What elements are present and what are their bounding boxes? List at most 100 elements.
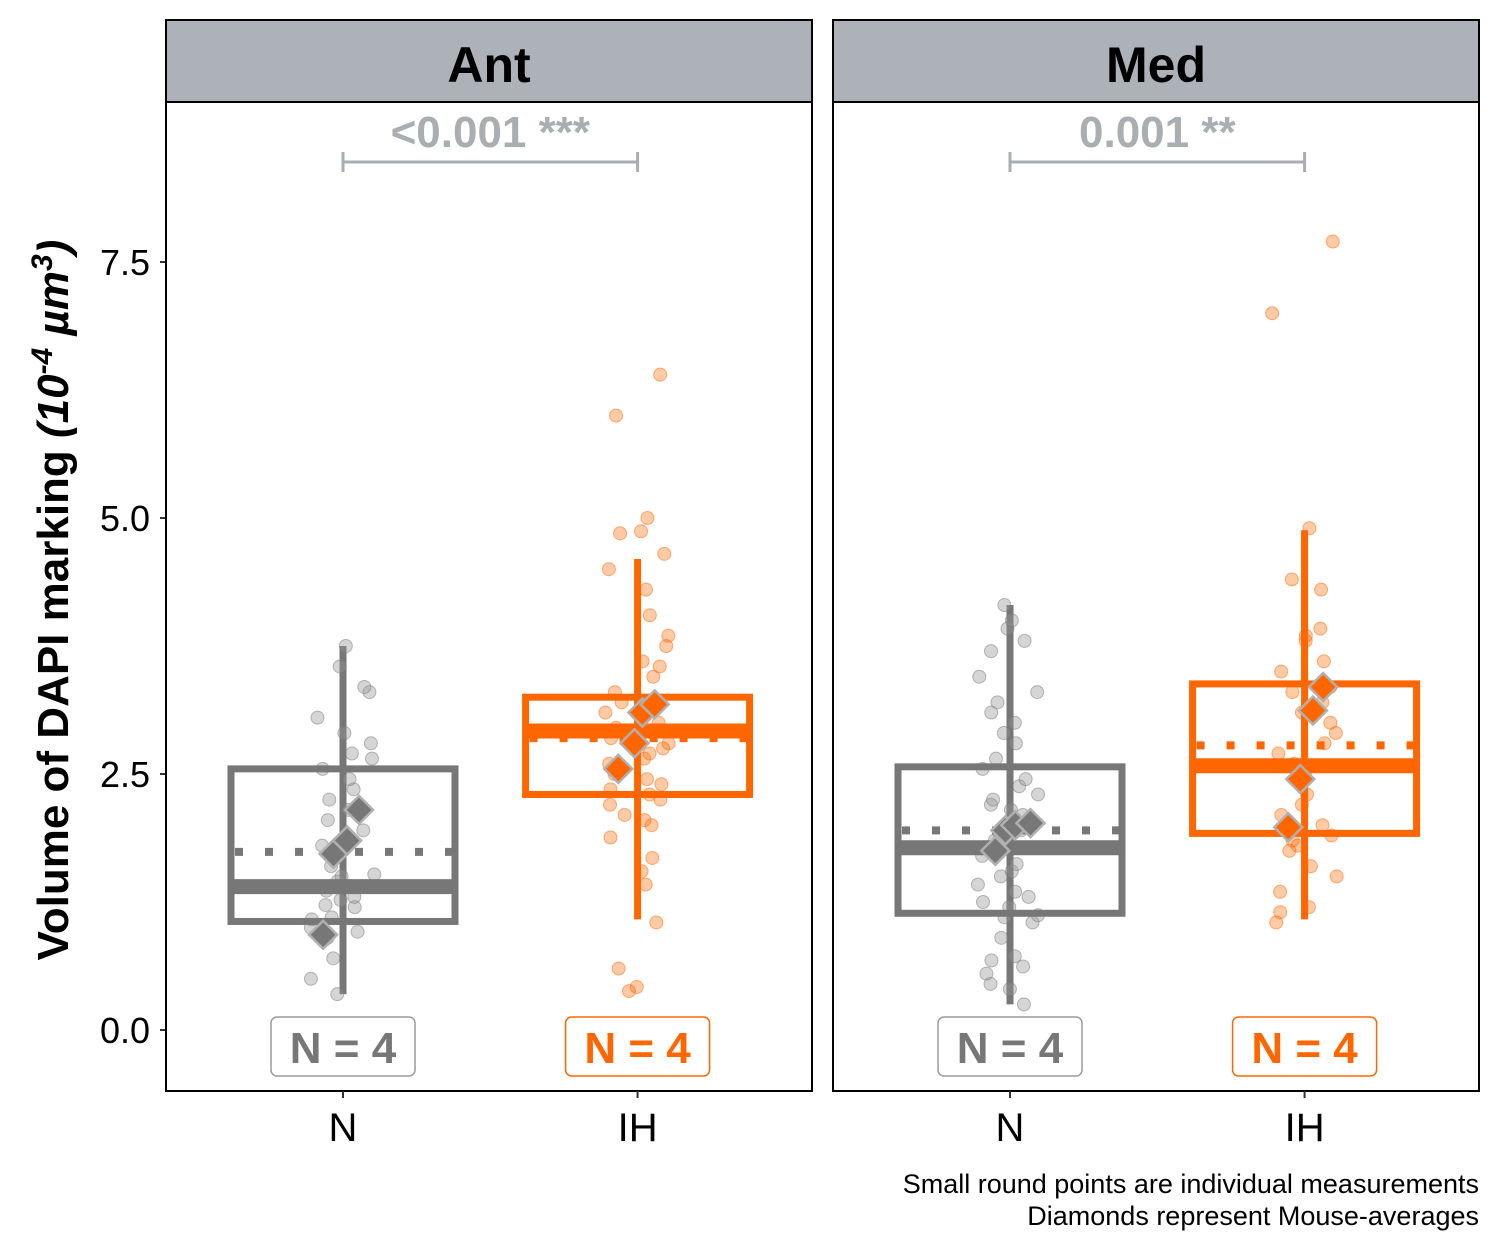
data-point <box>1016 997 1031 1012</box>
data-point <box>1273 884 1288 899</box>
data-point <box>1325 234 1340 249</box>
data-point <box>1021 889 1036 904</box>
data-point <box>350 924 365 939</box>
data-point <box>990 695 1005 710</box>
data-point <box>322 792 337 807</box>
data-point <box>996 726 1011 741</box>
data-point <box>1301 900 1316 915</box>
y-tick-label: 5.0 <box>100 498 150 539</box>
facet-title: Med <box>1106 37 1206 93</box>
data-point <box>338 639 353 653</box>
data-point <box>976 895 991 909</box>
data-point <box>640 511 655 525</box>
data-point <box>1316 654 1331 669</box>
data-point <box>332 659 347 674</box>
mouse-average-diamond <box>979 835 1012 867</box>
data-point <box>1284 572 1299 587</box>
box-iqr <box>894 763 1126 917</box>
data-point <box>1007 949 1022 964</box>
data-point <box>598 705 613 720</box>
panel-frame <box>832 101 1480 1092</box>
data-point <box>644 818 659 833</box>
mouse-average-diamond <box>1284 763 1317 795</box>
n-label: N = 4 <box>1231 1016 1378 1077</box>
data-point <box>637 813 652 828</box>
data-point <box>318 898 333 913</box>
data-point <box>1008 884 1023 899</box>
data-point <box>603 830 618 845</box>
data-point <box>333 892 348 907</box>
facet-title: Ant <box>447 37 531 93</box>
data-point <box>344 746 359 761</box>
data-point <box>601 562 616 577</box>
group-ih: N = 4 <box>1189 234 1421 1077</box>
mouse-average-diamond <box>307 919 339 951</box>
data-point <box>1008 736 1023 751</box>
n-label-box <box>564 1016 711 1077</box>
data-point <box>972 669 987 684</box>
data-point <box>363 736 378 751</box>
facet-panels: Ant <0.001 *** N = 4 N N = 4 IH Med 0.001 ** N =… <box>165 19 1480 1150</box>
data-point <box>1290 838 1305 853</box>
data-point <box>634 524 649 539</box>
data-point <box>1269 915 1284 930</box>
data-point <box>656 741 671 756</box>
data-point <box>983 976 998 991</box>
data-point <box>645 850 660 865</box>
n-label-text: N = 4 <box>584 1024 691 1073</box>
data-point <box>635 654 650 669</box>
data-point <box>320 813 335 828</box>
data-point <box>617 807 632 822</box>
data-point <box>1002 982 1017 997</box>
mouse-average-diamond <box>1297 694 1329 727</box>
data-point <box>984 705 999 720</box>
data-point <box>362 685 377 700</box>
caption-line-1: Small round points are individual measur… <box>903 1169 1479 1199</box>
x-tick-label: N <box>996 1106 1025 1150</box>
n-label-box <box>937 1016 1083 1077</box>
data-point <box>1315 818 1330 833</box>
data-point <box>1329 869 1344 884</box>
data-point <box>1017 633 1032 648</box>
x-tick-label: N <box>329 1106 358 1150</box>
y-axis-ticks: 0.0 2.5 5.0 7.5 <box>100 242 166 1051</box>
mouse-average-diamond <box>602 753 635 785</box>
panel-med: Med 0.001 ** N = 4 N N = 4 IH <box>832 19 1480 1150</box>
data-point <box>989 751 1004 766</box>
x-tick-label: IH <box>1285 1106 1325 1150</box>
data-point <box>1273 905 1288 920</box>
data-point <box>330 987 345 1002</box>
data-point <box>634 864 649 879</box>
data-point <box>639 772 654 787</box>
data-point <box>1302 521 1317 536</box>
p-value-label: <0.001 *** <box>391 108 591 157</box>
y-axis-title: Volume of DAPI marking (10-4 µm3) <box>26 240 78 961</box>
data-point <box>346 782 361 797</box>
data-point <box>357 679 372 694</box>
data-point <box>994 930 1009 945</box>
mouse-average-diamond <box>1307 671 1339 703</box>
group-n: N = 4 <box>227 639 459 1077</box>
n-label: N = 4 <box>564 1016 711 1077</box>
data-point <box>646 669 661 684</box>
data-point <box>1004 613 1019 628</box>
data-point <box>637 751 652 766</box>
data-point <box>653 367 668 382</box>
caption-line-2: Diamonds represent Mouse-averages <box>1027 1201 1479 1231</box>
data-point <box>986 792 1001 807</box>
panel-ant: Ant <0.001 *** N = 4 N N = 4 IH <box>165 19 813 1150</box>
data-point <box>1313 621 1328 636</box>
data-point <box>642 746 657 761</box>
data-point <box>1030 685 1045 700</box>
facet-strip <box>832 19 1480 103</box>
p-value-label: 0.001 ** <box>1079 108 1236 157</box>
x-tick-label: IH <box>618 1106 658 1150</box>
y-tick-label: 7.5 <box>100 242 150 283</box>
data-point <box>1298 628 1313 643</box>
data-point <box>1303 859 1318 874</box>
mouse-average-diamond <box>1014 807 1047 839</box>
significance-bracket: 0.001 ** <box>1008 108 1307 172</box>
data-point <box>997 598 1012 613</box>
box-iqr <box>227 765 459 925</box>
n-label-text: N = 4 <box>1251 1024 1358 1073</box>
